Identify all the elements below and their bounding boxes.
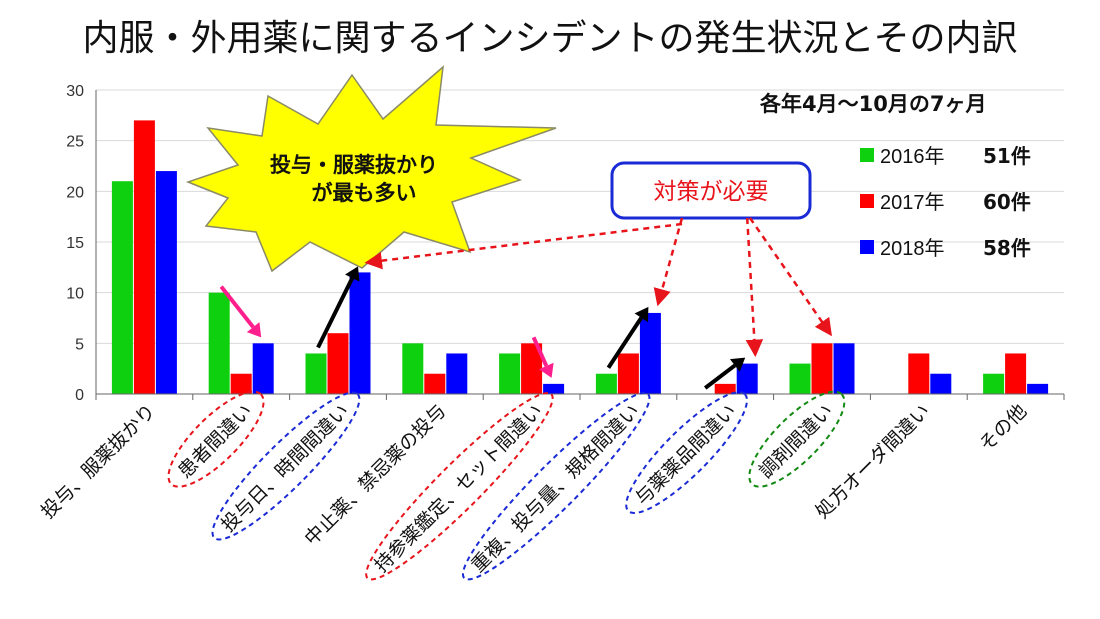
callout-arrow: [748, 217, 832, 337]
callout-arrow: [364, 222, 683, 270]
bar-2018年-9: [1027, 383, 1049, 394]
bar-2017年-4: [521, 343, 543, 394]
bar-2018年-5: [639, 312, 661, 394]
bar-2017年-8: [908, 353, 930, 394]
bar-2017年-9: [1005, 353, 1027, 394]
bar-2018年-2: [349, 272, 371, 394]
trend-arrow-head: [345, 266, 360, 282]
x-category-label: 投与、服薬抜かり: [37, 400, 160, 523]
legend-count-2016: 51件: [983, 144, 1031, 168]
bar-2018年-7: [833, 343, 855, 394]
legend-count-2017: 60件: [983, 190, 1031, 214]
trend-arrow-head: [539, 362, 554, 378]
category-circle: [461, 391, 651, 581]
bar-2018年-1: [252, 343, 274, 394]
callout-arrow: [653, 217, 684, 307]
bars: [111, 120, 1049, 395]
trend-arrow-shaft: [219, 285, 255, 329]
callout-arrow: [745, 217, 764, 358]
action-callout: 対策が必要: [610, 161, 812, 220]
trend-arrows: [219, 266, 746, 390]
chart-title: 内服・外用薬に関するインシデントの発生状況とその内訳: [83, 18, 1018, 59]
y-tick-label: 15: [66, 235, 84, 252]
burst-line-2: が最も多い: [312, 181, 417, 205]
starburst-shape: [185, 65, 557, 273]
bar-2017年-7: [811, 343, 833, 394]
bar-2016年-3: [402, 343, 424, 394]
bar-2016年-1: [208, 292, 230, 394]
bar-2016年-0: [111, 181, 133, 394]
action-callout-label: 対策が必要: [654, 179, 769, 205]
legend: 2016年 51件 2017年 60件 2018年 58件: [860, 144, 1031, 260]
trend-arrow-shaft: [531, 336, 549, 367]
bar-2017年-5: [617, 353, 639, 394]
trend-arrow-shaft: [703, 363, 737, 390]
bar-2016年-7: [789, 363, 811, 394]
burst-line-1: 投与・服薬抜かり: [270, 153, 438, 177]
y-tick-label: 25: [66, 134, 84, 151]
legend-swatch-2016: [860, 148, 874, 162]
category-circle: [625, 391, 748, 514]
x-category-label: 与薬薬品間違い: [631, 400, 741, 510]
bar-2016年-5: [595, 373, 617, 394]
bar-2018年-6: [736, 363, 758, 394]
bar-2016年-2: [305, 353, 327, 394]
legend-swatch-2017: [860, 194, 874, 208]
legend-swatch-2018: [860, 240, 874, 254]
trend-arrow-shaft: [606, 316, 643, 369]
bar-2016年-4: [499, 353, 521, 394]
legend-label-2017: 2017年: [880, 191, 945, 214]
category-circle: [167, 390, 265, 488]
bar-2017年-3: [424, 373, 446, 394]
bar-2018年-8: [930, 373, 952, 394]
y-tick-label: 30: [66, 83, 84, 100]
y-tick-label: 5: [75, 336, 84, 353]
trend-arrow-head: [634, 306, 649, 323]
bar-2017年-1: [230, 373, 252, 394]
bar-2018年-0: [155, 171, 177, 394]
bar-2017年-6: [714, 383, 736, 394]
trend-arrow-head: [730, 357, 746, 372]
category-circles: [167, 390, 846, 581]
legend-count-2018: 58件: [983, 236, 1031, 260]
category-circle: [365, 391, 554, 581]
bar-2017年-0: [133, 120, 155, 395]
x-category-label: その他: [975, 400, 1031, 456]
x-axis: 投与、服薬抜かり 患者間違い投与日、時間間違い中止薬、禁忌薬の投与持参薬鑑定、セッ…: [37, 393, 1065, 577]
trend-arrow-head: [246, 322, 262, 338]
bar-2016年-9: [983, 373, 1005, 394]
y-tick-label: 20: [66, 184, 84, 201]
bar-2017年-2: [327, 333, 349, 394]
bar-2018年-4: [543, 383, 565, 394]
bar-2018年-3: [446, 353, 468, 394]
starburst-callout: 投与・服薬抜かり が最も多い: [185, 65, 557, 273]
x-category-label: 持参薬鑑定、セット間違い: [370, 400, 547, 577]
period-note: 各年4月～10月の7ヶ月: [759, 92, 986, 116]
y-tick-label: 0: [75, 387, 84, 404]
trend-arrow-shaft: [316, 277, 355, 349]
legend-label-2016: 2016年: [880, 145, 945, 168]
action-callout-box: [610, 161, 812, 220]
category-circle: [211, 391, 361, 541]
legend-label-2018: 2018年: [880, 237, 945, 260]
y-axis: 0 5 10 15 20 25 30: [66, 83, 97, 404]
category-circle: [748, 390, 846, 488]
callout-arrows: [364, 217, 832, 358]
y-tick-label: 10: [66, 286, 84, 303]
